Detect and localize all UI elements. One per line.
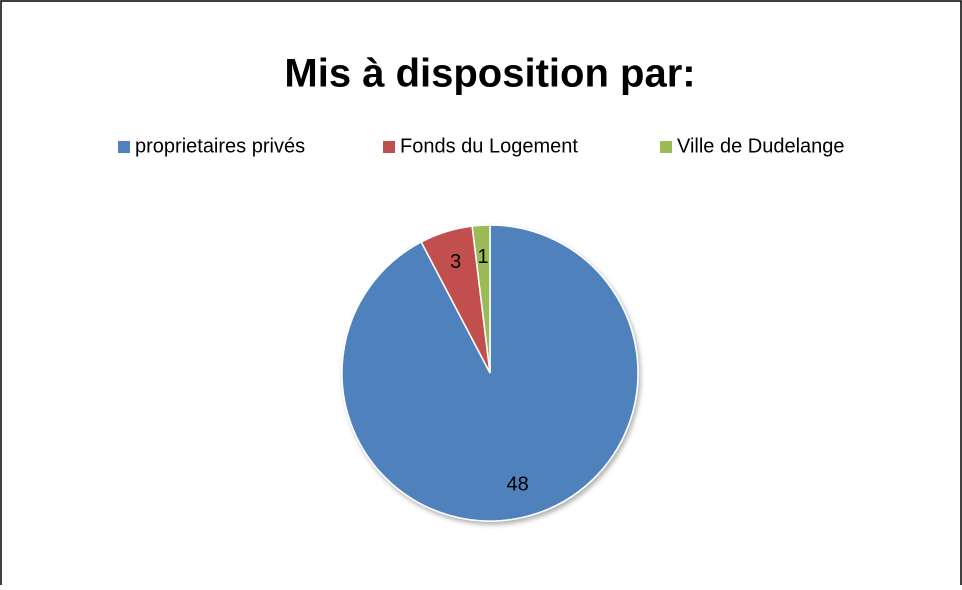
pie xyxy=(341,224,639,522)
pie-slice xyxy=(471,224,491,374)
chart-title: Mis à disposition par: xyxy=(284,52,695,96)
data-label: 48 xyxy=(507,473,529,495)
legend-swatch xyxy=(383,141,395,153)
legend-swatch xyxy=(118,141,130,153)
legend-label: Fonds du Logement xyxy=(400,135,578,157)
data-label: 1 xyxy=(477,246,488,268)
legend-label: proprietaires privés xyxy=(135,135,305,157)
data-label: 3 xyxy=(450,251,461,273)
legend-swatch xyxy=(660,141,672,153)
legend-label: Ville de Dudelange xyxy=(677,135,845,157)
